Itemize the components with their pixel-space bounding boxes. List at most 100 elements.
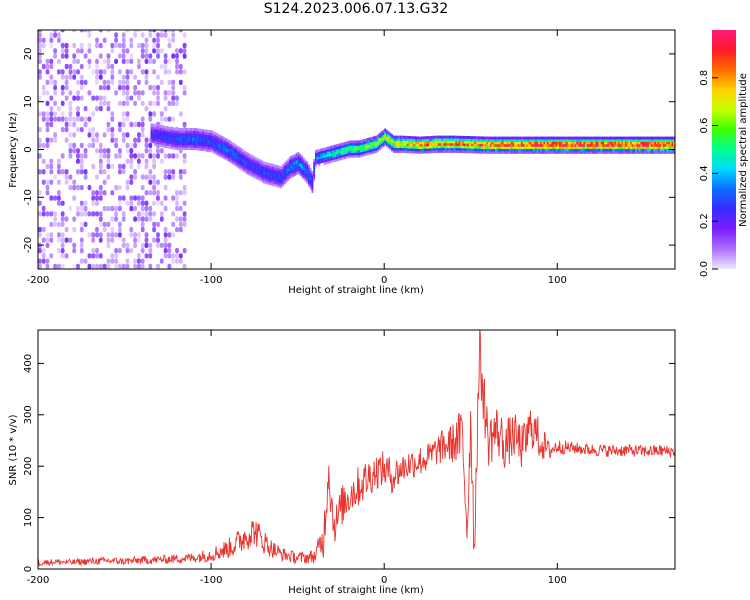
spectrogram-cell xyxy=(148,248,153,254)
spectrogram-cell xyxy=(60,30,65,33)
spectrogram-ridge-cell xyxy=(176,144,179,148)
spectrogram-ridge-cell xyxy=(436,145,438,149)
spectrogram-ridge-cell xyxy=(302,164,305,168)
spectrogram-ridge-cell xyxy=(427,150,430,154)
spectrogram-cell xyxy=(95,137,99,143)
spectrogram-ridge-cell xyxy=(413,145,416,149)
spectrogram-ridge-cell xyxy=(406,147,409,151)
spectrogram-ridge-cell xyxy=(595,146,598,150)
spectrogram-ridge-cell xyxy=(169,131,172,135)
spectrogram-cell xyxy=(118,53,122,59)
spectrogram-ridge-cell xyxy=(593,136,596,140)
spectrogram-ridge-cell xyxy=(408,145,411,149)
spectrogram-ridge-cell xyxy=(477,145,480,149)
spectrogram-cell xyxy=(60,153,65,159)
spectrogram-cell xyxy=(156,263,160,269)
spectrogram-ridge-cell xyxy=(205,132,208,135)
spectrogram-cell xyxy=(79,42,84,49)
spectrogram-ridge-cell xyxy=(443,140,445,144)
spectrogram-ridge-cell xyxy=(572,136,575,140)
spectrogram-ridge-cell xyxy=(652,143,655,147)
spectrogram-cell xyxy=(163,195,168,201)
spectrogram-cell xyxy=(64,127,69,133)
spectrogram-ridge-cell xyxy=(176,132,179,136)
spectrogram-cell xyxy=(95,74,99,80)
spectrogram-cell xyxy=(87,184,92,191)
spectrogram-cell xyxy=(91,95,96,101)
spectrogram-cell xyxy=(159,111,164,117)
spectrogram-ridge-cell xyxy=(450,135,452,139)
spectrogram-ridge-cell xyxy=(495,146,497,150)
spectrogram-cell xyxy=(110,69,115,75)
spectrogram-cell xyxy=(144,200,149,206)
spectrogram-ridge-cell xyxy=(662,143,665,147)
spectrogram-ridge-cell xyxy=(597,150,599,154)
spectrogram-ridge-cell xyxy=(614,136,617,140)
spectrogram-cell xyxy=(38,137,42,143)
spectrogram-cell xyxy=(102,153,107,159)
spectrogram-ridge-cell xyxy=(444,142,447,146)
spectrogram-ridge-cell xyxy=(195,145,198,148)
spectrogram-ridge-cell xyxy=(430,150,433,154)
spectrogram-cell xyxy=(140,90,145,96)
spectrogram-ridge-cell xyxy=(619,136,622,140)
spectrogram-ridge-cell xyxy=(413,138,416,142)
spectrogram-ridge-cell xyxy=(647,148,650,152)
spectrogram-ridge-cell xyxy=(337,148,340,152)
spectrogram-ridge-cell xyxy=(624,143,627,147)
spectrogram-ridge-cell xyxy=(427,140,430,144)
spectrogram-ridge-cell xyxy=(534,139,537,142)
spectrogram-ridge-cell xyxy=(565,150,568,154)
spectrogram-ridge-cell xyxy=(460,140,463,144)
spectrogram-ridge-cell xyxy=(356,147,359,151)
spectrogram-cell xyxy=(91,190,96,196)
spectrogram-ridge-cell xyxy=(664,139,667,142)
spectrogram-ridge-cell xyxy=(434,142,437,146)
spectrogram-ridge-cell xyxy=(671,136,674,140)
spectrogram-ridge-cell xyxy=(275,183,277,187)
spectrogram-ridge-cell xyxy=(373,143,376,147)
spectrogram-ridge-cell xyxy=(643,148,646,152)
spectrogram-ridge-cell xyxy=(379,132,381,136)
spectrogram-ridge-cell xyxy=(451,138,454,141)
spectrogram-ridge-cell xyxy=(382,129,385,133)
spectrogram-cell xyxy=(118,195,122,201)
spectrogram-ridge-cell xyxy=(550,136,553,140)
spectrogram-ridge-cell xyxy=(237,157,239,161)
spectrogram-ridge-cell xyxy=(360,151,362,155)
spectrogram-ridge-cell xyxy=(285,179,288,183)
spectrogram-cell xyxy=(57,179,61,185)
spectrogram-ridge-cell xyxy=(183,147,186,150)
spectrogram-ridge-cell xyxy=(619,150,622,154)
spectrogram-ridge-cell xyxy=(621,146,624,150)
spectrogram-cell xyxy=(83,116,88,122)
spectrogram-ridge-cell xyxy=(536,141,539,145)
spectrogram-cell xyxy=(163,242,168,248)
spectrogram-cell xyxy=(98,232,103,238)
spectrogram-cell xyxy=(91,111,96,117)
spectrogram-ridge-cell xyxy=(155,131,158,135)
spectrogram-ridge-cell xyxy=(462,143,464,146)
spectrogram-ridge-cell xyxy=(652,146,655,150)
spectrogram-cell xyxy=(114,32,118,38)
spectrogram-ridge-cell xyxy=(538,143,541,147)
spectrogram-ridge-cell xyxy=(527,146,530,150)
spectrogram-ridge-cell xyxy=(282,183,284,187)
spectrogram-cell xyxy=(114,58,118,64)
colorbar-gradient xyxy=(712,30,736,269)
spectrogram-cell xyxy=(133,232,137,238)
spectrogram-ridge-cell xyxy=(437,140,440,144)
spectrogram-ridge-cell xyxy=(650,143,653,147)
spectrogram-ridge-cell xyxy=(152,128,155,132)
spectrogram-ridge-cell xyxy=(192,139,194,143)
spectrogram-ridge-cell xyxy=(218,150,220,154)
spectrogram-ridge-cell xyxy=(233,153,236,156)
y-tick-label: 10 xyxy=(23,95,34,108)
spectrogram-ridge-cell xyxy=(488,139,490,142)
spectrogram-ridge-cell xyxy=(299,165,302,169)
spectrogram-ridge-cell xyxy=(297,159,300,162)
spectrogram-cell xyxy=(148,58,153,64)
spectrogram-ridge-cell xyxy=(482,143,485,147)
spectrogram-ridge-cell xyxy=(340,145,343,149)
spectrogram-ridge-cell xyxy=(295,157,298,161)
